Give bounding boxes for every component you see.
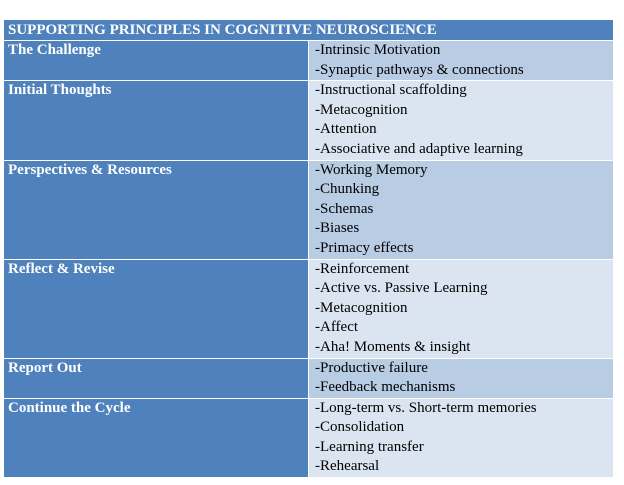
row-items: -Productive failure -Feedback mechanisms: [309, 358, 613, 398]
list-item: -Rehearsal: [315, 458, 380, 475]
row-label: Initial Thoughts: [4, 81, 309, 160]
table-row: Continue the Cycle -Long-term vs. Short-…: [4, 398, 613, 478]
list-item: -Biases: [315, 220, 360, 237]
row-label: Report Out: [4, 358, 309, 398]
list-item: -Affect: [315, 319, 359, 336]
list-item: -Primacy effects: [315, 239, 414, 256]
list-item: -Aha! Moments & insight: [315, 338, 471, 355]
list-item: -Intrinsic Motivation: [315, 42, 441, 58]
list-item: -Metacognition: [315, 299, 408, 316]
list-item: -Associative and adaptive learning: [315, 140, 523, 157]
table-row: Initial Thoughts -Instructional scaffold…: [4, 81, 613, 161]
row-items: -Long-term vs. Short-term memories -Cons…: [309, 398, 613, 478]
list-item: -Schemas: [315, 200, 374, 217]
list-item: -Feedback mechanisms: [315, 379, 456, 396]
row-items: -Reinforcement -Active vs. Passive Learn…: [309, 259, 613, 358]
list-item: -Metacognition: [315, 101, 408, 118]
list-item: -Productive failure: [315, 359, 428, 376]
list-item: -Chunking: [315, 181, 380, 198]
list-item: -Learning transfer: [315, 438, 424, 455]
list-item: -Instructional scaffolding: [315, 82, 467, 99]
row-label: Continue the Cycle: [4, 398, 309, 478]
list-item: -Working Memory: [315, 161, 428, 178]
principles-table: SUPPORTING PRINCIPLES IN COGNITIVE NEURO…: [4, 20, 613, 478]
list-item: -Synaptic pathways & connections: [315, 61, 524, 78]
table-title: SUPPORTING PRINCIPLES IN COGNITIVE NEURO…: [4, 20, 613, 41]
table-row: Perspectives & Resources -Working Memory…: [4, 160, 613, 260]
list-item: -Attention: [315, 121, 377, 138]
list-item: -Consolidation: [315, 419, 405, 436]
list-item: -Active vs. Passive Learning: [315, 280, 488, 297]
row-label: The Challenge: [4, 41, 309, 81]
table-row: Reflect & Revise -Reinforcement -Active …: [4, 259, 613, 359]
row-items: -Working Memory -Chunking -Schemas -Bias…: [309, 160, 613, 259]
list-item: -Reinforcement: [315, 260, 410, 277]
row-items: -Intrinsic Motivation -Synaptic pathways…: [309, 41, 613, 81]
row-items: -Instructional scaffolding -Metacognitio…: [309, 81, 613, 160]
list-item: -Long-term vs. Short-term memories: [315, 399, 537, 416]
table-row: The Challenge -Intrinsic Motivation -Syn…: [4, 41, 613, 82]
row-label: Reflect & Revise: [4, 259, 309, 358]
table-row: Report Out -Productive failure -Feedback…: [4, 358, 613, 399]
row-label: Perspectives & Resources: [4, 160, 309, 259]
